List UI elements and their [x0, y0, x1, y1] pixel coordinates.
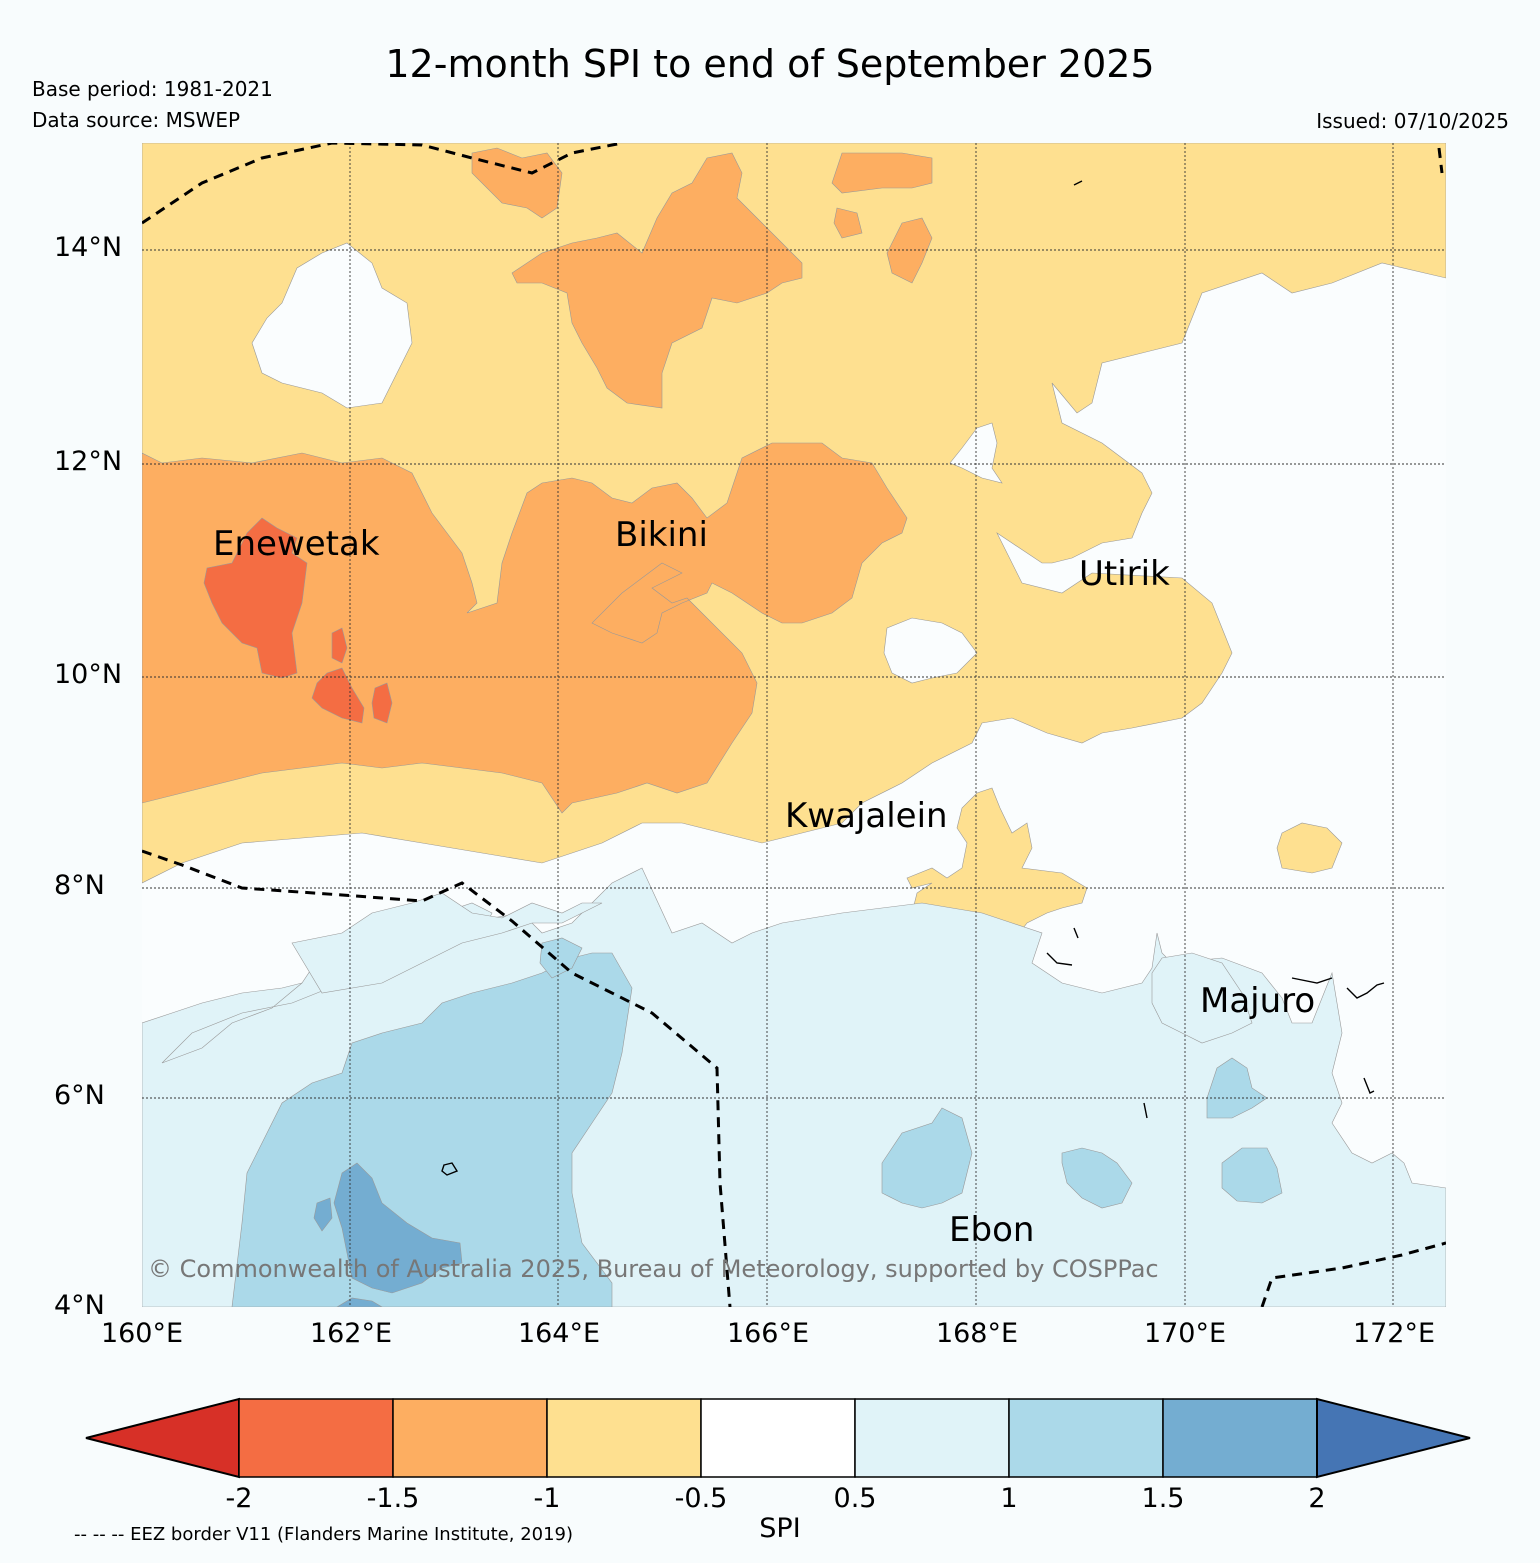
eez-border-legend: -- -- -- EEZ border V11 (Flanders Marine…	[74, 1524, 574, 1545]
colorbar-tick: 0.5	[833, 1483, 877, 1514]
contour-red-small-3	[371, 682, 393, 724]
lon-label-170e: 170°E	[1143, 1318, 1227, 1349]
lon-label-160e: 160°E	[100, 1318, 184, 1349]
contour-darkblue-2	[313, 1197, 333, 1232]
colorbar-tick: 1	[1000, 1483, 1018, 1514]
coastlines	[441, 180, 1385, 1176]
contour-red-small-2	[331, 627, 348, 664]
contour-white-hole-2	[883, 617, 978, 684]
contour-darkblue-3	[336, 1297, 383, 1307]
contour-yellow-east	[1276, 822, 1343, 874]
contour-midblue-east-1	[1061, 1147, 1133, 1209]
contour-red-small-1	[311, 667, 365, 724]
contour-orange-north-5	[833, 207, 863, 239]
colorbar-segment-6	[1008, 1398, 1164, 1478]
colorbar-segment-2	[392, 1398, 548, 1478]
contour-orange-north-4	[886, 217, 933, 284]
colorbar-tick: 1.5	[1141, 1483, 1185, 1514]
colorbar-segment-5	[854, 1398, 1010, 1478]
place-label-majuro: Majuro	[1200, 981, 1316, 1021]
contour-orange-north-2	[511, 152, 803, 409]
contour-orange-north-1	[471, 147, 563, 219]
place-label-kwajalein: Kwajalein	[785, 796, 948, 836]
colorbar-label: SPI	[759, 1513, 801, 1544]
contour-midblue-majuro	[1206, 1057, 1268, 1119]
graticule	[142, 143, 1446, 1307]
lat-label-4n: 4°N	[54, 1290, 105, 1321]
spi-contour-layer	[142, 143, 1446, 1307]
colorbar-tick: -1.5	[366, 1483, 420, 1514]
lat-label-6n: 6°N	[54, 1080, 105, 1111]
contour-orange-north-3	[831, 152, 933, 194]
copyright-text: © Commonwealth of Australia 2025, Bureau…	[148, 1255, 1159, 1283]
colorbar-segment-7	[1162, 1398, 1318, 1478]
contour-white-hole-1	[251, 242, 413, 409]
lat-label-12n: 12°N	[54, 446, 123, 477]
place-label-ebon: Ebon	[949, 1210, 1035, 1250]
lat-label-10n: 10°N	[54, 659, 123, 690]
colorbar-extend-low	[85, 1397, 240, 1479]
lon-label-166e: 166°E	[726, 1318, 810, 1349]
contour-lightblue-upper	[291, 892, 603, 994]
contour-midblue-north	[539, 937, 583, 979]
place-label-utirik: Utirik	[1079, 554, 1170, 594]
colorbar-segment-1	[238, 1398, 394, 1478]
data-source-text: Data source: MSWEP	[32, 108, 241, 132]
issued-date-text: Issued: 07/10/2025	[1316, 109, 1509, 133]
contour-lightblue-majuro	[1151, 952, 1253, 1044]
contour-midblue-east-2	[1221, 1147, 1283, 1204]
colorbar-tick: 2	[1308, 1483, 1326, 1514]
lon-label-168e: 168°E	[935, 1318, 1019, 1349]
colorbar-extend-high	[1316, 1397, 1471, 1479]
contour-midblue-center	[881, 1107, 973, 1209]
contour-midblue-southwest	[231, 952, 633, 1307]
place-label-enewetak: Enewetak	[213, 524, 380, 564]
map-title: 12-month SPI to end of September 2025	[385, 42, 1155, 86]
lon-label-164e: 164°E	[517, 1318, 601, 1349]
colorbar-tick: -0.5	[674, 1483, 728, 1514]
colorbar-segment-4	[700, 1398, 856, 1478]
eez-borders	[142, 143, 1446, 1307]
contour-darkblue	[333, 1162, 463, 1294]
lat-label-8n: 8°N	[54, 870, 105, 901]
lon-label-162e: 162°E	[309, 1318, 393, 1349]
base-period-text: Base period: 1981-2021	[32, 77, 273, 101]
place-label-bikini: Bikini	[615, 515, 708, 555]
lat-label-14n: 14°N	[54, 232, 123, 263]
contour-red-enewetak	[203, 517, 308, 679]
colorbar-tick: -1	[533, 1483, 561, 1514]
lon-label-172e: 172°E	[1352, 1318, 1436, 1349]
colorbar-segment-3	[546, 1398, 702, 1478]
contour-orange-west	[142, 442, 908, 814]
spi-map: Enewetak Bikini Utirik Kwajalein Majuro …	[142, 143, 1446, 1307]
colorbar-tick: -2	[225, 1483, 253, 1514]
